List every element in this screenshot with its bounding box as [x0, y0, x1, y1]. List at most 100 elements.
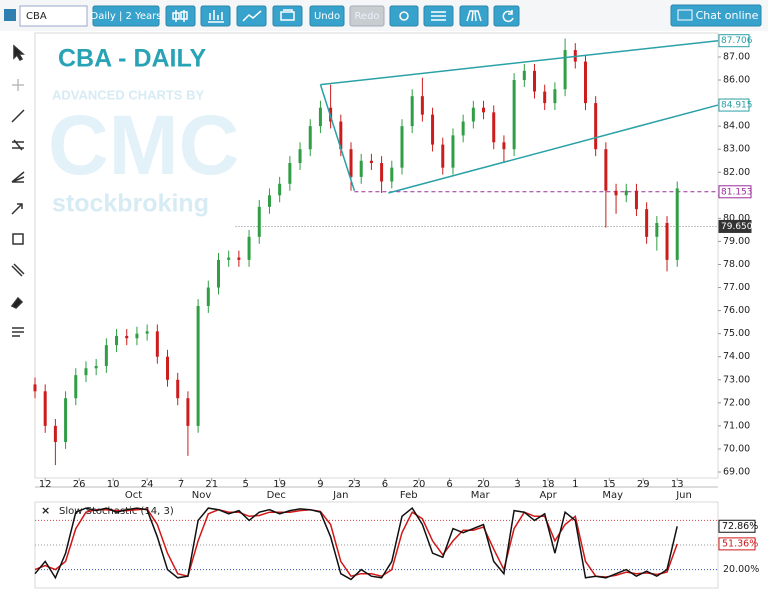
- list-tool[interactable]: [12, 327, 24, 337]
- drawing-tools: [10, 44, 25, 337]
- x-tick-label: 15: [603, 479, 616, 490]
- y-tick-label: 73.00: [723, 374, 750, 385]
- pointer-tool[interactable]: [13, 44, 25, 61]
- candle-body: [267, 195, 271, 207]
- symbol-input[interactable]: CBA: [19, 5, 88, 27]
- compare-button[interactable]: [459, 5, 489, 27]
- candle-body: [492, 112, 496, 143]
- candle-body: [186, 398, 190, 426]
- candle-body: [216, 259, 220, 288]
- x-tick-label: 19: [273, 479, 286, 490]
- level-label: 20.00%: [723, 564, 759, 575]
- chat-text: Chat online: [696, 9, 759, 22]
- symbol-text: CBA: [26, 11, 47, 22]
- price-tag-label: 81.153: [721, 187, 753, 197]
- price-tag-label: 87.706: [721, 36, 753, 46]
- arrow-tool[interactable]: [11, 203, 23, 215]
- month-label: Jun: [675, 490, 692, 501]
- candle-body: [533, 70, 537, 92]
- candle-body: [257, 206, 261, 237]
- y-tick-label: 83.00: [723, 144, 750, 155]
- toolbar-icons: [399, 10, 514, 23]
- value-tag: [718, 519, 756, 533]
- candle-body: [553, 89, 557, 104]
- candle-body: [135, 333, 139, 339]
- candle-body: [43, 391, 47, 426]
- candle-body: [431, 114, 435, 145]
- candle-body: [247, 236, 251, 260]
- brush-tool[interactable]: [10, 296, 24, 309]
- candle-body: [471, 107, 475, 122]
- settings-button[interactable]: [389, 5, 419, 27]
- x-tick-label: 21: [205, 479, 218, 490]
- bar-button[interactable]: [200, 5, 231, 27]
- candle-body: [145, 331, 149, 334]
- channel-tool[interactable]: [12, 139, 24, 151]
- watermark-tagline: stockbroking: [52, 190, 209, 218]
- print-button[interactable]: [272, 5, 303, 27]
- stochastic-line: [34, 506, 678, 581]
- price-tag: [718, 185, 752, 199]
- x-tick-label: 20: [477, 479, 490, 490]
- candle-body: [563, 50, 567, 90]
- y-tick-label: 82.00: [723, 167, 750, 178]
- icon: [466, 10, 482, 22]
- y-tick-label: 78.00: [723, 259, 750, 270]
- rect-tool[interactable]: [12, 233, 24, 245]
- x-tick-label: 23: [348, 479, 361, 490]
- crosshair-tool[interactable]: [12, 79, 24, 91]
- value-tag-label: 72.86%: [722, 521, 758, 532]
- candle-body: [196, 305, 200, 426]
- period-text: Daily | 2 Years: [91, 11, 162, 22]
- candle-body: [53, 425, 57, 443]
- input-box[interactable]: [19, 5, 88, 27]
- period-button[interactable]: Daily | 2 Years: [91, 5, 162, 27]
- x-tick-label: 18: [542, 479, 555, 490]
- chat-button[interactable]: Chat online: [670, 4, 762, 27]
- undo-text: Undo: [314, 11, 340, 22]
- value-tag-label: 51.36%: [722, 538, 758, 549]
- button-bg[interactable]: [92, 5, 160, 27]
- refresh-button[interactable]: [493, 5, 520, 27]
- redo-button[interactable]: Redo: [349, 5, 385, 27]
- y-tick-label: 79.00: [723, 236, 750, 247]
- toolbar: CBA Daily | 2 Years Undo Redo: [0, 0, 768, 31]
- x-tick-label: 26: [73, 479, 86, 490]
- y-tick-label: 71.00: [723, 420, 750, 431]
- candle-body: [451, 135, 455, 168]
- candle-body: [655, 222, 659, 237]
- x-tick-label: 13: [671, 479, 684, 490]
- candle-body: [583, 61, 587, 104]
- month-label: Nov: [192, 490, 212, 501]
- candle-body: [634, 190, 638, 210]
- line-tool[interactable]: [11, 109, 25, 123]
- button-bg[interactable]: [349, 5, 385, 27]
- parallel-tool[interactable]: [11, 263, 25, 277]
- fan-tool[interactable]: [11, 171, 25, 183]
- candle-body: [624, 190, 628, 196]
- month-label: Mar: [471, 490, 491, 501]
- y-tick-label: 76.00: [723, 305, 750, 316]
- button-bg[interactable]: [309, 5, 345, 27]
- icon: [172, 10, 188, 22]
- icon: [242, 10, 262, 22]
- trend-line: [319, 84, 356, 191]
- icon: [502, 10, 514, 23]
- month-label: Apr: [539, 490, 557, 501]
- candle-body: [502, 142, 506, 150]
- candle-body: [390, 167, 394, 182]
- close-icon[interactable]: ×: [41, 504, 50, 517]
- watermark: CBA - DAILY ADVANCED CHARTS BY CMC stock…: [48, 45, 239, 218]
- month-label: Dec: [267, 490, 286, 501]
- toolbar-icons: [172, 9, 295, 23]
- watermark-byline: ADVANCED CHARTS BY: [52, 87, 204, 102]
- candle-body: [594, 103, 598, 150]
- y-tick-label: 77.00: [723, 282, 750, 293]
- x-tick-label: 5: [242, 479, 248, 490]
- icon: [208, 10, 224, 23]
- button-bg[interactable]: [670, 4, 762, 27]
- month-label: Oct: [125, 490, 142, 501]
- menu-icon[interactable]: [4, 9, 16, 21]
- candle-body: [298, 149, 302, 164]
- undo-button[interactable]: Undo: [309, 5, 345, 27]
